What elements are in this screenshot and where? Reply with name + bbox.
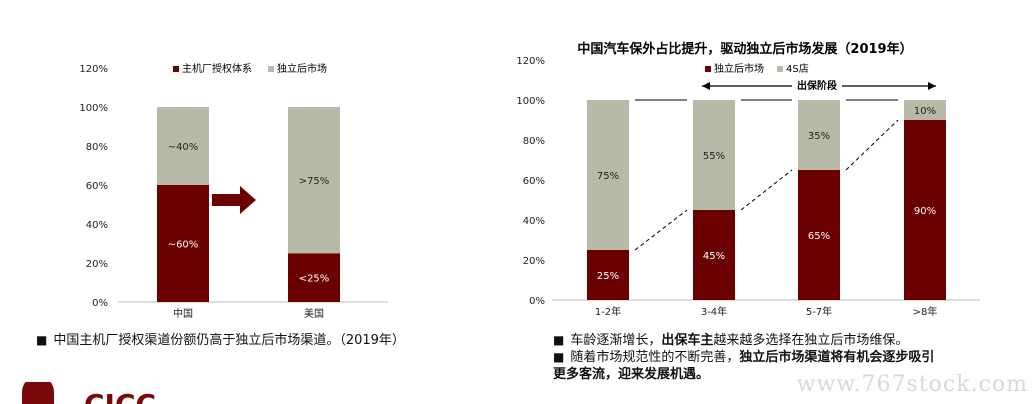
x-tick-label: 5-7年 [806, 305, 832, 318]
y-tick-label: 20% [523, 256, 545, 267]
bullet-square-icon: ■ [553, 333, 565, 347]
bar-value-label: 90% [914, 206, 936, 217]
y-tick-label: 40% [86, 220, 108, 231]
right-connectors [634, 99, 899, 251]
y-tick-label: 60% [86, 181, 108, 192]
bar-segment [157, 185, 209, 302]
right-legend: 独立后市场 4S店 [705, 62, 809, 75]
bar-value-label: 25% [597, 271, 619, 282]
bar-segment [587, 100, 629, 250]
legend-swatch-independent [705, 66, 711, 72]
y-tick-label: 0% [92, 298, 108, 309]
x-tick-label: 美国 [304, 307, 324, 320]
trend-dashed-line [634, 209, 688, 251]
right-y-axis: 0% 20% 40% 60% 80% 100% 120% [516, 56, 545, 307]
y-tick-label: 100% [516, 96, 545, 107]
y-tick-label: 60% [523, 176, 545, 187]
y-tick-label: 120% [79, 64, 108, 75]
y-tick-label: 120% [516, 56, 545, 67]
bar-segment [587, 250, 629, 300]
bar-value-label: >75% [299, 176, 330, 187]
right-x-labels: 1-2年 3-4年 5-7年 >8年 [595, 305, 938, 318]
bullet-square-icon: ■ [553, 350, 565, 364]
y-tick-label: 40% [523, 216, 545, 227]
bar-segment [904, 100, 946, 120]
left-legend: 主机厂授权体系 独立后市场 [173, 62, 327, 75]
warranty-expiry-annotation: 出保阶段 [702, 79, 936, 92]
arrow-left-icon [702, 82, 710, 90]
left-caption: ■ 中国主机厂授权渠道份额仍高于独立后市场渠道。（2019年） [36, 332, 405, 349]
bar-segment [798, 100, 840, 170]
y-tick-label: 20% [86, 259, 108, 270]
bar-value-label: 35% [808, 131, 830, 142]
left-y-axis: 0% 20% 40% 60% 80% 100% 120% [79, 64, 108, 309]
legend-swatch-oem [173, 66, 179, 72]
legend-label-independent: 独立后市场 [714, 62, 764, 75]
right-chart-title: 中国汽车保外占比提升，驱动独立后市场发展（2019年） [577, 41, 912, 57]
bar-value-label: <25% [299, 274, 330, 285]
bar-value-label: 10% [914, 106, 936, 117]
right-caption: ■ 车龄逐渐增长，出保车主越来越多选择在独立后市场维保。 ■ 随着市场规范性的不断完… [553, 332, 993, 383]
left-caption-text: 中国主机厂授权渠道份额仍高于独立后市场渠道。（2019年） [53, 333, 405, 348]
right-caption-line-2: ■ 随着市场规范性的不断完善，独立后市场渠道将有机会逐步吸引 [553, 350, 935, 365]
bullet-square-icon: ■ [36, 333, 48, 347]
left-bars: ~60% ~40% <25% >75% [157, 107, 340, 302]
right-caption-line-1: ■ 车龄逐渐增长，出保车主越来越多选择在独立后市场维保。 [553, 333, 909, 348]
x-tick-label: >8年 [913, 305, 938, 318]
bar-value-label: 65% [808, 231, 830, 242]
y-tick-label: 80% [86, 142, 108, 153]
y-tick-label: 80% [523, 136, 545, 147]
bar-value-label: 75% [597, 171, 619, 182]
cicc-logo: CICC [0, 382, 200, 404]
trend-dashed-line [740, 169, 793, 211]
right-bars: 25% 75% 45% 55% 65% 35% 90% 10% [587, 100, 946, 300]
x-tick-label: 中国 [173, 307, 193, 320]
arrow-right-icon [212, 186, 256, 214]
left-chart: 0%20%40%60%80%100%120% ~60%~40%<25%>75% … [79, 62, 388, 320]
annotation-label: 出保阶段 [797, 79, 837, 92]
bar-segment [904, 120, 946, 300]
bar-value-label: ~40% [168, 142, 199, 153]
bar-segment [288, 253, 340, 302]
right-caption-line-3: 更多客流，迎来发展机遇。 [553, 367, 710, 382]
trend-dashed-line [845, 119, 899, 171]
x-tick-label: 3-4年 [701, 305, 727, 318]
legend-label-independent: 独立后市场 [277, 62, 327, 75]
bar-segment [798, 170, 840, 300]
legend-label-oem: 主机厂授权体系 [182, 62, 252, 75]
bar-segment [693, 210, 735, 300]
bar-segment [693, 100, 735, 210]
bar-segment [157, 107, 209, 185]
legend-swatch-4s [777, 66, 783, 72]
legend-swatch-independent [268, 66, 274, 72]
right-chart: 中国汽车保外占比提升，驱动独立后市场发展（2019年） 独立后市场 4S店 0%… [516, 41, 980, 318]
bar-value-label: 55% [703, 151, 725, 162]
y-tick-label: 0% [529, 296, 545, 307]
logo-text: CICC [84, 388, 156, 404]
x-tick-label: 1-2年 [595, 305, 621, 318]
left-x-labels: 中国 美国 [173, 307, 324, 320]
bar-value-label: 45% [703, 251, 725, 262]
legend-label-4s: 4S店 [786, 62, 809, 75]
bar-value-label: ~60% [168, 240, 199, 251]
logo-mark-icon [22, 382, 54, 404]
bar-segment [288, 107, 340, 254]
y-tick-label: 100% [79, 103, 108, 114]
watermark: www.767stock.com [796, 372, 1028, 397]
arrow-right-icon [928, 82, 936, 90]
